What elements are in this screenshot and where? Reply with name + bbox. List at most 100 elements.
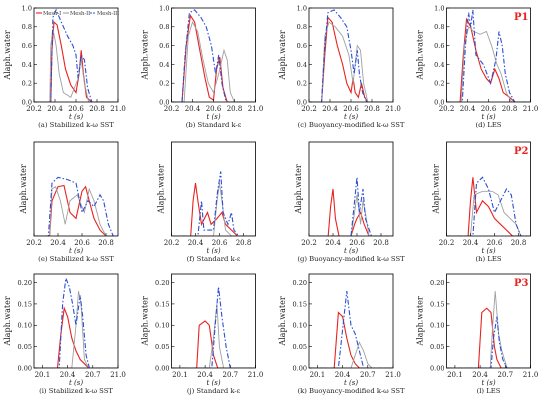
x-tick-label: 20.7 — [360, 371, 376, 379]
subplot-2: 20.2 20.4 20.6 20.8 21.0 0.0 0.2 0.4 0.6 0.8 1.0 t … — [278, 4, 405, 129]
x-tick-label: 20.2 — [301, 239, 317, 247]
axes-frame — [33, 141, 119, 237]
axes-frame — [171, 7, 256, 103]
subplot-caption: (b) Standard k-ε — [186, 121, 242, 129]
series-line-mesh-iii — [309, 177, 393, 236]
y-axis-label: Alaph.water — [3, 30, 12, 80]
y-tick-label: 0.8 — [297, 23, 307, 31]
series-line-mesh-i — [446, 177, 531, 236]
y-axis-label: Alaph.water — [416, 296, 425, 346]
x-tick-label: 20.2 — [164, 105, 180, 113]
x-tick-label: 20.2 — [301, 105, 317, 113]
subplot-caption: (l) LES — [477, 387, 501, 395]
y-tick-label: 0.20 — [155, 279, 169, 287]
x-tick-label: 21.0 — [248, 105, 264, 113]
series-line-mesh-ii — [446, 291, 531, 368]
x-tick-label: 20.2 — [439, 105, 455, 113]
y-tick-label: 0.8 — [434, 23, 444, 31]
y-tick-label: 0.10 — [430, 322, 444, 330]
x-tick-label: 20.4 — [47, 105, 63, 113]
x-axis-label: t (s) — [69, 113, 83, 121]
y-tick-label: 0.8 — [159, 23, 169, 31]
x-tick-label: 20.8 — [364, 105, 380, 113]
subplot-1: 20.2 20.4 20.6 20.8 21.0 0.0 0.2 0.4 0.6 0.8 1.0 t … — [141, 4, 264, 129]
x-tick-label: 20.4 — [463, 239, 479, 247]
x-tick-label: 21.0 — [248, 371, 264, 379]
y-tick-label: 0.2 — [22, 80, 32, 88]
series-line-mesh-i — [446, 17, 531, 102]
axes-frame — [171, 273, 256, 369]
y-tick-label: 0.00 — [18, 364, 32, 372]
subplot-7: 20.2 20.4 20.6 20.8 t (s) Alaph.water (h) LES — [432, 141, 531, 263]
series-line-mesh-ii — [446, 25, 531, 102]
subplot-8: 20.1 20.4 20.7 21.0 0.00 0.05 0.10 0.15 0.20 t (s… — [3, 273, 126, 395]
x-axis-label: t (s) — [481, 247, 495, 255]
subplot-11: 20.1 20.4 20.7 21.0 0.00 0.05 0.10 0.15 0.20 t (s… — [416, 273, 539, 395]
series-line-mesh-iii — [34, 8, 118, 102]
y-tick-label: 1.0 — [22, 4, 32, 12]
y-axis-label: Alaph.water — [141, 30, 150, 80]
axes-frame — [33, 273, 119, 369]
legend-label-mesh-iii: Mesh-III — [97, 11, 119, 17]
x-axis-label: t (s) — [344, 247, 358, 255]
y-tick-label: 1.0 — [297, 4, 307, 12]
x-tick-label: 20.1 — [35, 371, 51, 379]
y-axis-label: Alaph.water — [294, 164, 303, 214]
y-tick-label: 0.4 — [434, 61, 444, 69]
series-line-mesh-iii — [34, 176, 118, 236]
x-tick-label: 20.6 — [68, 105, 84, 113]
row-label-p1: P1 — [514, 12, 528, 23]
subplot-caption: (e) Stabilized k-ω SST — [38, 255, 114, 263]
y-tick-label: 0.4 — [22, 61, 32, 69]
y-tick-label: 1.0 — [434, 4, 444, 12]
axes-frame — [308, 141, 394, 237]
subplot-3: 20.2 20.4 20.6 20.8 21.0 0.0 0.2 0.4 0.6 0.8 1.0 t … — [416, 4, 539, 129]
x-tick-label: 20.8 — [89, 105, 105, 113]
y-tick-label: 0.15 — [18, 300, 32, 308]
y-tick-label: 0.05 — [293, 343, 307, 351]
x-tick-label: 20.2 — [26, 105, 42, 113]
subplot-4: 20.2 20.4 20.6 20.8 t (s) Alaph.water (e) Stab… — [19, 141, 119, 263]
series-line-mesh-ii — [171, 303, 256, 368]
subplot-6: 20.2 20.4 20.6 20.8 t (s) Alaph.water (g) Buoy… — [294, 141, 405, 263]
x-tick-label: 20.4 — [188, 239, 204, 247]
series-line-mesh-i — [171, 320, 256, 368]
y-tick-label: 0.2 — [297, 80, 307, 88]
y-axis-label: Alaph.water — [416, 30, 425, 80]
x-axis-label: t (s) — [206, 113, 220, 121]
series-line-mesh-iii — [446, 9, 531, 102]
series-line-mesh-i — [171, 13, 256, 102]
y-tick-label: 0.4 — [159, 61, 169, 69]
x-tick-label: 21.0 — [523, 371, 539, 379]
subplot-0: 20.2 20.4 20.6 20.8 21.0 0.0 0.2 0.4 0.6 0.8 1.0 t … — [3, 4, 126, 129]
x-tick-label: 20.2 — [439, 239, 455, 247]
axes-frame — [171, 141, 256, 237]
series-line-mesh-iii — [446, 176, 531, 236]
series-line-mesh-i — [309, 311, 393, 368]
series-line-mesh-iii — [309, 9, 393, 102]
x-axis-label: t (s) — [344, 113, 358, 121]
y-axis-label: Alaph.water — [278, 30, 287, 80]
legend-label-mesh-i: Mesh-I — [43, 11, 61, 17]
y-tick-label: 0.20 — [293, 279, 307, 287]
x-tick-label: 20.8 — [236, 239, 252, 247]
x-tick-label: 20.7 — [85, 371, 101, 379]
series-line-mesh-iii — [34, 276, 118, 368]
y-tick-label: 0.6 — [297, 42, 307, 50]
y-tick-label: 0.05 — [18, 343, 32, 351]
axes-frame — [308, 273, 394, 369]
x-axis-label: t (s) — [481, 379, 495, 387]
x-tick-label: 20.4 — [472, 371, 488, 379]
y-axis-label: Alaph.water — [157, 164, 166, 214]
y-tick-label: 0.05 — [430, 343, 444, 351]
series-line-mesh-i — [309, 188, 393, 236]
subplot-caption: (c) Buoyancy-modified k-ω SST — [298, 121, 405, 129]
x-tick-label: 21.0 — [110, 105, 126, 113]
series-line-mesh-i — [34, 184, 118, 236]
series-line-mesh-ii — [171, 20, 256, 102]
y-tick-label: 0.0 — [22, 98, 32, 106]
x-tick-label: 20.4 — [185, 105, 201, 113]
y-tick-label: 0.6 — [22, 42, 32, 50]
y-axis-label: Alaph.water — [3, 296, 12, 346]
